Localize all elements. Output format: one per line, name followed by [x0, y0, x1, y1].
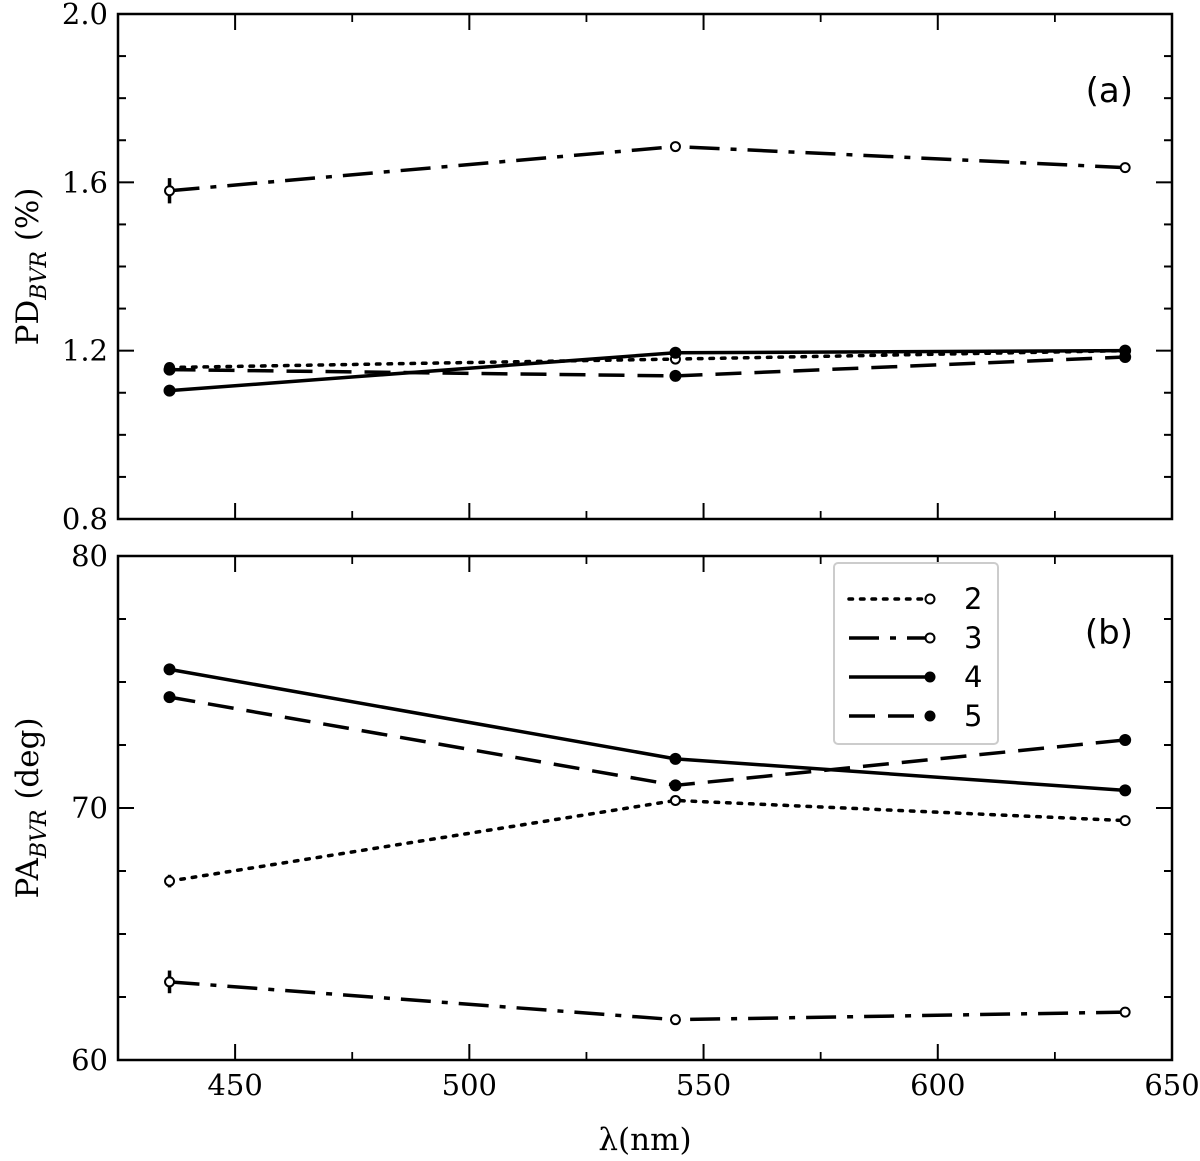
- data-point-5: [669, 369, 682, 382]
- data-point-3: [669, 141, 681, 153]
- series-line-3: [169, 980, 1126, 1022]
- data-point-4: [669, 346, 682, 359]
- data-point-5: [669, 779, 682, 792]
- y-tick-label: 1.2: [62, 334, 108, 368]
- data-point-2: [164, 875, 176, 887]
- legend-marker-5: [924, 710, 936, 722]
- legend-marker-4: [924, 671, 936, 683]
- y-tick-label: 0.8: [62, 502, 108, 536]
- x-tick-label: 600: [910, 1068, 965, 1102]
- series-line-2: [167, 798, 1127, 883]
- legend-label-5: 5: [964, 699, 982, 733]
- legend-label-3: 3: [964, 621, 982, 655]
- legend-label-2: 2: [964, 582, 982, 616]
- x-tick-label: 450: [207, 1068, 262, 1102]
- legend-frame: [833, 562, 999, 745]
- data-point-3: [1119, 162, 1131, 174]
- data-point-5: [163, 363, 176, 376]
- data-point-4: [163, 663, 176, 676]
- data-point-3: [669, 1014, 681, 1026]
- y-tick-label: 60: [71, 1043, 108, 1077]
- x-tick-label: 500: [442, 1068, 497, 1102]
- data-point-2: [1119, 815, 1131, 827]
- data-point-5: [163, 691, 176, 704]
- series-line-3: [169, 144, 1126, 193]
- series-line-4: [169, 348, 1126, 393]
- data-point-4: [163, 384, 176, 397]
- y-tick-label: 1.6: [62, 165, 108, 199]
- y-tick-label: 80: [71, 539, 108, 573]
- x-tick-label: 650: [1144, 1068, 1199, 1102]
- y-axis-label: PABVR (deg): [10, 717, 52, 898]
- panel-label: (a): [1086, 71, 1133, 111]
- panel-b: 60 70 80 450 500 550 600 650 λ(nm) PABVR (deg) (b): [10, 539, 1200, 1158]
- data-point-4: [669, 752, 682, 765]
- data-point-5: [1119, 350, 1132, 363]
- data-point-2: [669, 794, 681, 806]
- x-tick-label: 550: [676, 1068, 731, 1102]
- plot-frame: [116, 12, 1174, 521]
- y-tick-label: 70: [71, 791, 108, 825]
- panel-a: 0.8 1.2 1.6 2.0 PDBVR (%) (a): [10, 0, 1174, 536]
- data-point-4: [1119, 784, 1132, 797]
- x-axis-label: λ(nm): [598, 1122, 691, 1158]
- data-point-3: [1119, 1006, 1131, 1018]
- data-point-3: [164, 976, 176, 988]
- y-tick-label: 2.0: [62, 0, 108, 31]
- data-point-5: [1119, 733, 1132, 746]
- series-line-5: [169, 355, 1126, 378]
- legend-marker-3: [924, 632, 936, 644]
- panel-label: (b): [1085, 613, 1133, 653]
- legend: 2 3 4 5: [833, 562, 999, 745]
- plot-frame: [116, 554, 1174, 1062]
- y-axis-label: PDBVR (%): [10, 188, 52, 346]
- legend-label-4: 4: [964, 660, 982, 694]
- legend-marker-2: [924, 593, 936, 605]
- data-point-3: [164, 185, 176, 197]
